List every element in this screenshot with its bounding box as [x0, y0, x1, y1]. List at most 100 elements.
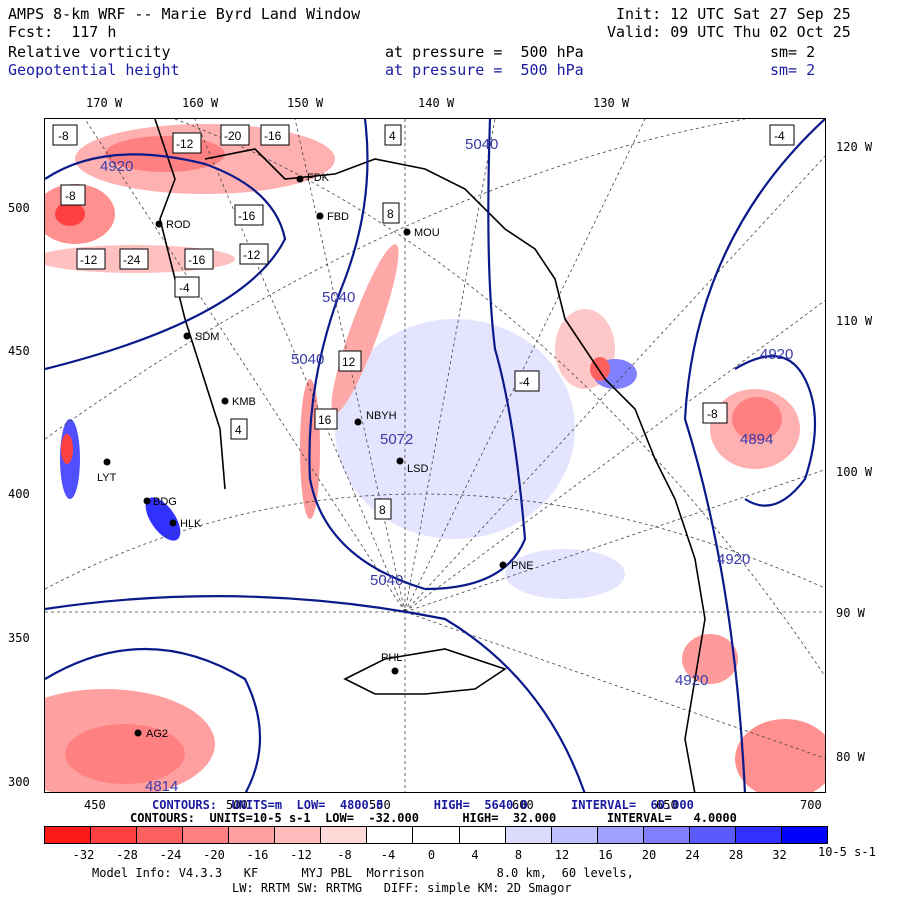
svg-text:-12: -12 — [243, 248, 261, 262]
right-lon-120: 120 W — [836, 140, 873, 154]
colorbar-label: 28 — [728, 848, 744, 862]
height-label: 4894 — [740, 431, 773, 448]
colorbar-cell — [366, 826, 414, 844]
top-lon-170: 170 W — [86, 96, 123, 110]
vort-label: -4 — [769, 124, 795, 146]
station-label-hlk: HLK — [180, 518, 202, 530]
left-tick-300: 300 — [8, 775, 30, 789]
top-lon-150: 150 W — [287, 96, 324, 110]
top-lon-160: 160 W — [182, 96, 219, 110]
field2-name: Geopotential height — [8, 61, 180, 79]
height-label: 4920 — [717, 551, 750, 568]
colorbar-cell — [182, 826, 230, 844]
svg-text:-4: -4 — [179, 281, 190, 295]
vort-label: 12 — [338, 350, 362, 372]
colorbar-cell — [228, 826, 276, 844]
colorbar-label: -16 — [246, 848, 269, 862]
vort-label: 8 — [382, 202, 400, 224]
station-label-bdg: BDG — [153, 496, 177, 508]
bottom-tick-650: 650 — [656, 798, 678, 812]
colorbar-label: -12 — [290, 848, 312, 862]
vort-label: -12 — [239, 243, 269, 265]
vort-label: -12 — [172, 132, 202, 154]
svg-text:-8: -8 — [58, 129, 69, 143]
field1-level: at pressure = 500 hPa — [385, 43, 584, 61]
colorbar-cell — [642, 826, 690, 844]
vort-label: -16 — [260, 124, 290, 146]
colorbar-cell — [734, 826, 782, 844]
colorbar-cell — [274, 826, 322, 844]
svg-text:4: 4 — [389, 129, 396, 143]
height-label: 5072 — [380, 431, 413, 448]
coastline — [154, 119, 706, 792]
vort-label: 4 — [384, 124, 402, 146]
right-lon-90: 90 W — [836, 606, 865, 620]
vorticity-labels: -8 -12 -20 -16 -8 -12 -4 -16 -24 -16 -12… — [52, 124, 795, 520]
colorbar-label: -8 — [337, 848, 352, 862]
init-time: Init: 12 UTC Sat 27 Sep 25 — [616, 5, 851, 23]
colorbar-label: -4 — [380, 848, 396, 862]
field2-level: at pressure = 500 hPa — [385, 61, 584, 79]
vort-label: -12 — [76, 248, 106, 270]
vort-label: 4 — [230, 418, 248, 440]
vort-label: 8 — [374, 498, 392, 520]
colorbar-label: 20 — [641, 848, 657, 862]
colorbar-label: -20 — [203, 848, 225, 862]
svg-text:-24: -24 — [123, 253, 141, 267]
station-label-fdk: FDK — [307, 172, 330, 184]
model-info-physics: LW: RRTM SW: RRTMG DIFF: simple KM: 2D S… — [232, 881, 572, 895]
bottom-tick-600: 600 — [512, 798, 534, 812]
height-label: 5040 — [465, 136, 498, 153]
colorbar-cell — [90, 826, 138, 844]
colorbar-label: 12 — [554, 848, 570, 862]
colorbar-cell — [504, 826, 552, 844]
vort-label: -8 — [702, 402, 728, 424]
svg-text:-4: -4 — [774, 129, 785, 143]
colorbar-label: -28 — [116, 848, 138, 862]
svg-text:-12: -12 — [176, 137, 194, 151]
vort-label: -20 — [220, 124, 250, 146]
top-lon-140: 140 W — [418, 96, 455, 110]
station-label-sdm: SDM — [195, 331, 219, 343]
svg-text:8: 8 — [387, 207, 394, 221]
station-label-lyt: LYT — [97, 472, 117, 484]
colorbar-cell — [412, 826, 460, 844]
colorbar-label: 0 — [427, 848, 436, 862]
height-label: 4920 — [100, 158, 133, 175]
height-labels: 4920 5040 5040 5040 5040 4920 4920 4920 … — [100, 136, 793, 792]
height-contour-info: CONTOURS: UNITS=m LOW= 4800.0 HIGH= 5640… — [152, 798, 694, 812]
model-info: Model Info: V4.3.3 KF MYJ PBL Morrison 8… — [92, 866, 634, 880]
station-label-pne: PNE — [511, 560, 534, 572]
station-label-kmb: KMB — [232, 396, 256, 408]
bottom-tick-550: 550 — [369, 798, 391, 812]
svg-text:-20: -20 — [224, 129, 242, 143]
height-label: 4920 — [675, 672, 708, 689]
map-svg: ROD FDK FBD MOU SDM KMB NBYH LSD LYT BDG… — [45, 119, 825, 792]
right-lon-80: 80 W — [836, 750, 865, 764]
left-tick-400: 400 — [8, 487, 30, 501]
bottom-tick-700: 700 — [800, 798, 822, 812]
colorbar-cell — [550, 826, 598, 844]
colorbar-label: 32 — [772, 848, 787, 862]
height-label: 4920 — [760, 346, 793, 363]
colorbar-cell — [596, 826, 644, 844]
colorbar-label: 8 — [514, 848, 523, 862]
station-label-phl: PHL — [381, 652, 402, 664]
svg-text:-16: -16 — [188, 253, 206, 267]
svg-text:12: 12 — [342, 355, 356, 369]
svg-text:-12: -12 — [80, 253, 98, 267]
field2-smooth: sm= 2 — [770, 61, 816, 79]
colorbar-label: 24 — [685, 848, 700, 862]
colorbar-label: 16 — [598, 848, 613, 862]
svg-text:4: 4 — [235, 423, 242, 437]
right-lon-100: 100 W — [836, 465, 873, 479]
left-tick-350: 350 — [8, 631, 30, 645]
station-label-mou: MOU — [414, 227, 440, 239]
svg-text:-4: -4 — [519, 375, 530, 389]
colorbar-label: 4 — [471, 848, 479, 862]
valid-time: Valid: 09 UTC Thu 02 Oct 25 — [607, 23, 851, 41]
left-tick-450: 450 — [8, 344, 30, 358]
colorbar-label: -32 — [72, 848, 95, 862]
height-label: 5040 — [322, 289, 355, 306]
map-panel: ROD FDK FBD MOU SDM KMB NBYH LSD LYT BDG… — [44, 118, 826, 793]
